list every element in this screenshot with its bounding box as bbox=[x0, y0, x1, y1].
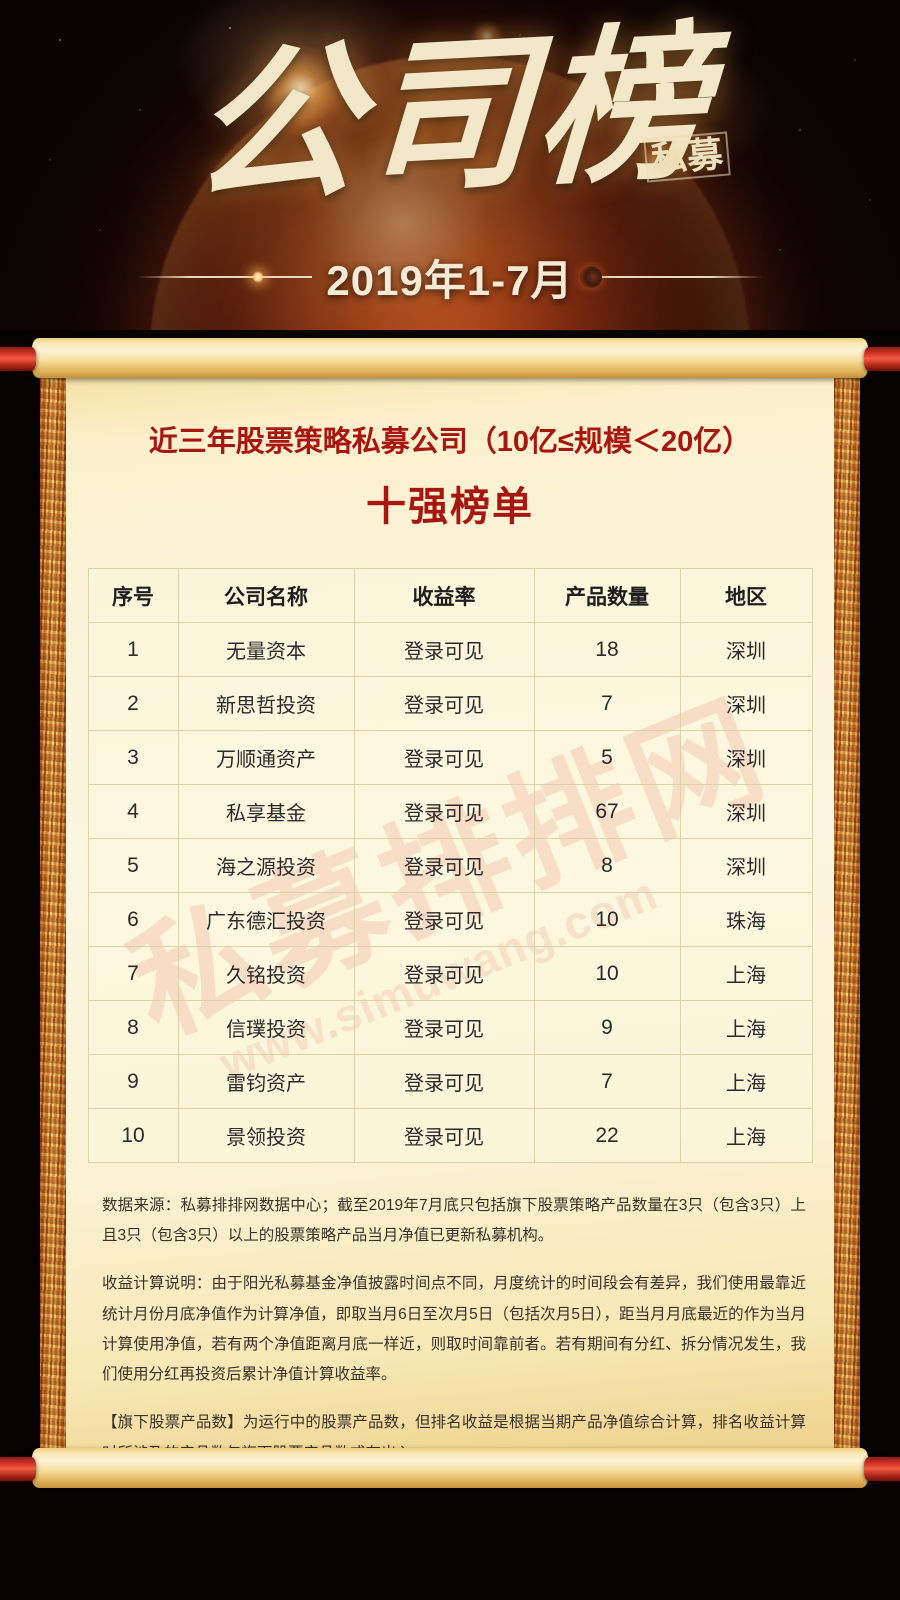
cell-rank: 4 bbox=[87, 784, 179, 839]
cell-company: 久铭投资 bbox=[177, 946, 355, 1001]
cell-rank: 1 bbox=[87, 622, 179, 677]
cell-return[interactable]: 登录可见 bbox=[353, 1108, 535, 1163]
cell-region: 深圳 bbox=[679, 676, 813, 731]
roller-cap-right-icon bbox=[864, 1457, 900, 1481]
cell-return[interactable]: 登录可见 bbox=[353, 730, 535, 785]
cell-company: 景领投资 bbox=[177, 1108, 355, 1163]
cell-products: 7 bbox=[533, 1054, 681, 1109]
cell-products: 18 bbox=[533, 622, 681, 677]
hero-title-stamp: 私募 bbox=[643, 131, 731, 183]
cell-rank: 5 bbox=[87, 838, 179, 893]
footnotes: 数据来源：私募排排网数据中心；截至2019年7月底只包括旗下股票策略产品数量在3… bbox=[88, 1173, 812, 1460]
cell-return[interactable]: 登录可见 bbox=[353, 676, 535, 731]
scroll-border-left bbox=[40, 366, 66, 1460]
cell-products: 9 bbox=[533, 1000, 681, 1055]
cell-rank: 10 bbox=[87, 1108, 179, 1163]
ranking-heading-line2: 十强榜单 bbox=[366, 485, 534, 529]
cell-region: 上海 bbox=[679, 1000, 813, 1055]
cell-rank: 8 bbox=[87, 1000, 179, 1055]
ranking-heading-line1: 近三年股票策略私募公司（10亿≤规模＜20亿） bbox=[148, 426, 752, 458]
cell-return[interactable]: 登录可见 bbox=[353, 1054, 535, 1109]
cell-company: 万顺通资产 bbox=[177, 730, 355, 785]
cell-region: 上海 bbox=[679, 946, 813, 1001]
table-row: 7 久铭投资 登录可见 10 上海 bbox=[87, 946, 813, 1001]
scroll-banner: 私募排排网 www.simuwang.com 近三年股票策略私募公司（10亿≤规… bbox=[0, 330, 900, 1530]
decor-line-right bbox=[579, 266, 763, 288]
cell-region: 深圳 bbox=[679, 730, 813, 785]
cell-region: 深圳 bbox=[679, 784, 813, 839]
cell-company: 私享基金 bbox=[177, 784, 355, 839]
cell-company: 新思哲投资 bbox=[177, 676, 355, 731]
cell-region: 上海 bbox=[679, 1054, 813, 1109]
table-row: 5 海之源投资 登录可见 8 深圳 bbox=[87, 838, 813, 893]
cell-region: 深圳 bbox=[679, 838, 813, 893]
column-header-return: 收益率 bbox=[353, 568, 535, 623]
cell-return[interactable]: 登录可见 bbox=[353, 892, 535, 947]
cell-return[interactable]: 登录可见 bbox=[353, 946, 535, 1001]
cell-rank: 9 bbox=[87, 1054, 179, 1109]
cell-company: 信璞投资 bbox=[177, 1000, 355, 1055]
scroll-paper: 私募排排网 www.simuwang.com 近三年股票策略私募公司（10亿≤规… bbox=[40, 366, 860, 1460]
scroll-roller-top bbox=[0, 338, 900, 378]
column-header-rank: 序号 bbox=[87, 568, 179, 623]
cell-company: 雷钧资产 bbox=[177, 1054, 355, 1109]
table-row: 9 雷钧资产 登录可见 7 上海 bbox=[87, 1054, 813, 1109]
table-row: 3 万顺通资产 登录可见 5 深圳 bbox=[87, 730, 813, 785]
glow-dot-icon bbox=[579, 266, 602, 288]
footnote-return-method: 收益计算说明：由于阳光私募基金净值披露时间点不同，月度统计的时间段会有差异，我们… bbox=[102, 1275, 806, 1384]
column-header-products: 产品数量 bbox=[533, 568, 681, 623]
ranking-table: 序号 公司名称 收益率 产品数量 地区 1 无量资本 登录可见 18 bbox=[87, 568, 813, 1163]
cell-region: 珠海 bbox=[679, 892, 813, 947]
ranking-table-body: 1 无量资本 登录可见 18 深圳 2 新思哲投资 登录可见 7 深圳 bbox=[87, 622, 813, 1163]
cell-rank: 7 bbox=[87, 946, 179, 1001]
cell-return[interactable]: 登录可见 bbox=[353, 838, 535, 893]
column-header-company: 公司名称 bbox=[177, 568, 355, 623]
roller-cap-right-icon bbox=[864, 347, 900, 371]
cell-company: 海之源投资 bbox=[177, 838, 355, 893]
hero-date-row: 2019年1-7月 bbox=[0, 247, 900, 307]
table-row: 8 信璞投资 登录可见 9 上海 bbox=[87, 1000, 813, 1055]
cell-company: 广东德汇投资 bbox=[177, 892, 355, 947]
cell-products: 67 bbox=[533, 784, 681, 839]
cell-region: 深圳 bbox=[679, 622, 813, 677]
cell-products: 7 bbox=[533, 676, 681, 731]
scroll-border-right bbox=[834, 366, 860, 1460]
decor-line-left bbox=[137, 271, 313, 283]
roller-cap-left-icon bbox=[0, 347, 36, 371]
cell-return[interactable]: 登录可见 bbox=[353, 622, 535, 677]
cell-products: 8 bbox=[533, 838, 681, 893]
table-row: 6 广东德汇投资 登录可见 10 珠海 bbox=[87, 892, 813, 947]
table-row: 10 景领投资 登录可见 22 上海 bbox=[87, 1108, 813, 1163]
cell-rank: 2 bbox=[87, 676, 179, 731]
cell-products: 10 bbox=[533, 946, 681, 1001]
column-header-region: 地区 bbox=[679, 568, 813, 623]
table-row: 2 新思哲投资 登录可见 7 深圳 bbox=[87, 676, 813, 731]
hero-banner: 公司榜 私募 2019年1-7月 bbox=[0, 0, 900, 330]
cell-rank: 6 bbox=[87, 892, 179, 947]
scroll-roller-bottom bbox=[0, 1448, 900, 1488]
cell-region: 上海 bbox=[679, 1108, 813, 1163]
table-row: 1 无量资本 登录可见 18 深圳 bbox=[87, 622, 813, 677]
cell-return[interactable]: 登录可见 bbox=[353, 784, 535, 839]
footnote-data-source: 数据来源：私募排排网数据中心；截至2019年7月底只包括旗下股票策略产品数量在3… bbox=[102, 1197, 806, 1245]
hero-date-label: 2019年1-7月 bbox=[326, 256, 574, 304]
cell-rank: 3 bbox=[87, 730, 179, 785]
roller-cap-left-icon bbox=[0, 1457, 36, 1481]
table-header-row: 序号 公司名称 收益率 产品数量 地区 bbox=[87, 568, 813, 623]
cell-return[interactable]: 登录可见 bbox=[353, 1000, 535, 1055]
cell-products: 10 bbox=[533, 892, 681, 947]
table-row: 4 私享基金 登录可见 67 深圳 bbox=[87, 784, 813, 839]
cell-products: 22 bbox=[533, 1108, 681, 1163]
glow-dot-icon bbox=[252, 271, 265, 283]
scroll-content: 近三年股票策略私募公司（10亿≤规模＜20亿） 十强榜单 序号 公司名称 收益率… bbox=[66, 366, 834, 1460]
cell-company: 无量资本 bbox=[177, 622, 355, 677]
cell-products: 5 bbox=[533, 730, 681, 785]
